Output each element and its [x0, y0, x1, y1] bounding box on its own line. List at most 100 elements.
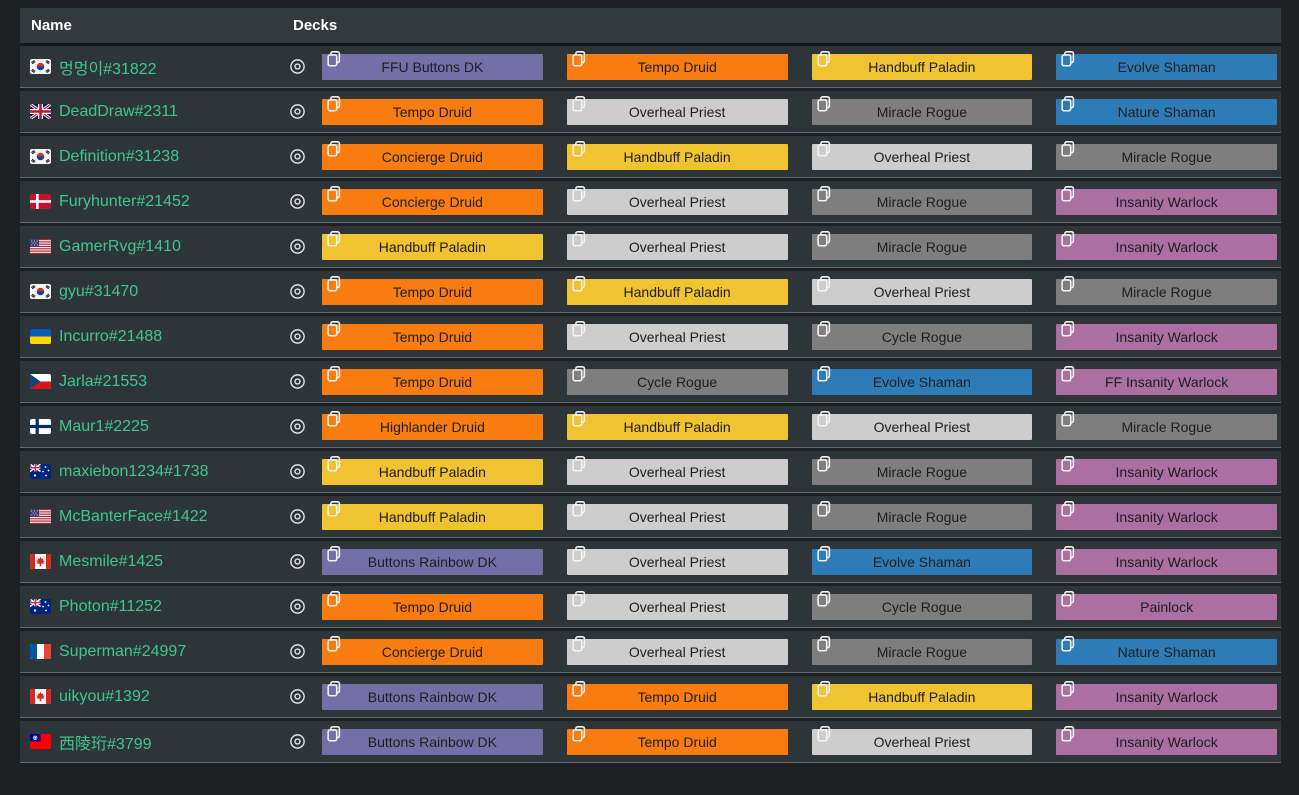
deck-button[interactable]: Highlander Druid	[322, 410, 543, 440]
eye-icon[interactable]	[289, 643, 306, 660]
deck-button[interactable]: Insanity Warlock	[1056, 680, 1277, 710]
copy-deck-icon[interactable]	[1059, 500, 1077, 518]
deck-button[interactable]: Miracle Rogue	[811, 500, 1033, 530]
eye-icon[interactable]	[289, 103, 306, 120]
player-name-link[interactable]: Photon#11252	[59, 597, 162, 615]
deck-button[interactable]: Miracle Rogue	[1056, 410, 1277, 440]
eye-icon[interactable]	[289, 463, 306, 480]
copy-deck-icon[interactable]	[815, 140, 833, 158]
copy-deck-icon[interactable]	[815, 500, 833, 518]
deck-button[interactable]: Overheal Priest	[566, 95, 788, 125]
player-name-link[interactable]: McBanterFace#1422	[59, 507, 208, 525]
copy-deck-icon[interactable]	[325, 95, 343, 113]
copy-deck-icon[interactable]	[570, 590, 588, 608]
copy-deck-icon[interactable]	[815, 95, 833, 113]
copy-deck-icon[interactable]	[815, 365, 833, 383]
deck-button[interactable]: Insanity Warlock	[1056, 320, 1277, 350]
deck-button[interactable]: Handbuff Paladin	[566, 410, 788, 440]
copy-deck-icon[interactable]	[815, 275, 833, 293]
deck-button[interactable]: Tempo Druid	[322, 275, 543, 305]
deck-button[interactable]: Tempo Druid	[322, 590, 543, 620]
deck-button[interactable]: Buttons Rainbow DK	[322, 545, 543, 575]
copy-deck-icon[interactable]	[570, 140, 588, 158]
deck-button[interactable]: Handbuff Paladin	[566, 275, 788, 305]
deck-button[interactable]: Tempo Druid	[566, 725, 788, 755]
copy-deck-icon[interactable]	[325, 410, 343, 428]
copy-deck-icon[interactable]	[1059, 635, 1077, 653]
eye-icon[interactable]	[289, 58, 306, 75]
deck-button[interactable]: Cycle Rogue	[811, 590, 1033, 620]
deck-button[interactable]: Handbuff Paladin	[566, 140, 788, 170]
copy-deck-icon[interactable]	[1059, 140, 1077, 158]
deck-button[interactable]: Handbuff Paladin	[811, 680, 1033, 710]
deck-button[interactable]: Overheal Priest	[811, 725, 1033, 755]
copy-deck-icon[interactable]	[815, 50, 833, 68]
deck-button[interactable]: FFU Buttons DK	[322, 50, 543, 80]
copy-deck-icon[interactable]	[570, 410, 588, 428]
eye-icon[interactable]	[289, 283, 306, 300]
copy-deck-icon[interactable]	[1059, 545, 1077, 563]
deck-button[interactable]: Miracle Rogue	[811, 185, 1033, 215]
deck-button[interactable]: Evolve Shaman	[811, 545, 1033, 575]
copy-deck-icon[interactable]	[570, 185, 588, 203]
deck-button[interactable]: Concierge Druid	[322, 635, 543, 665]
player-name-link[interactable]: 멍멍이#31822	[59, 60, 157, 78]
player-name-link[interactable]: 西陵珩#3799	[59, 735, 152, 753]
eye-icon[interactable]	[289, 238, 306, 255]
deck-button[interactable]: Overheal Priest	[811, 410, 1033, 440]
deck-button[interactable]: Concierge Druid	[322, 185, 543, 215]
deck-button[interactable]: Insanity Warlock	[1056, 500, 1277, 530]
eye-icon[interactable]	[289, 688, 306, 705]
deck-button[interactable]: Nature Shaman	[1056, 95, 1277, 125]
eye-icon[interactable]	[289, 418, 306, 435]
copy-deck-icon[interactable]	[325, 320, 343, 338]
deck-button[interactable]: Concierge Druid	[322, 140, 543, 170]
copy-deck-icon[interactable]	[815, 230, 833, 248]
deck-button[interactable]: FF Insanity Warlock	[1056, 365, 1277, 395]
copy-deck-icon[interactable]	[1059, 320, 1077, 338]
deck-button[interactable]: Tempo Druid	[322, 95, 543, 125]
deck-button[interactable]: Overheal Priest	[566, 545, 788, 575]
copy-deck-icon[interactable]	[325, 365, 343, 383]
copy-deck-icon[interactable]	[1059, 455, 1077, 473]
deck-button[interactable]: Overheal Priest	[566, 320, 788, 350]
player-name-link[interactable]: Mesmile#1425	[59, 552, 164, 570]
deck-button[interactable]: Miracle Rogue	[1056, 140, 1277, 170]
player-name-link[interactable]: GamerRvg#1410	[59, 237, 181, 255]
copy-deck-icon[interactable]	[570, 50, 588, 68]
deck-button[interactable]: Overheal Priest	[566, 590, 788, 620]
deck-button[interactable]: Overheal Priest	[566, 455, 788, 485]
copy-deck-icon[interactable]	[325, 680, 343, 698]
copy-deck-icon[interactable]	[1059, 680, 1077, 698]
eye-icon[interactable]	[289, 328, 306, 345]
copy-deck-icon[interactable]	[570, 275, 588, 293]
eye-icon[interactable]	[289, 373, 306, 390]
deck-button[interactable]: Cycle Rogue	[811, 320, 1033, 350]
eye-icon[interactable]	[289, 598, 306, 615]
deck-button[interactable]: Handbuff Paladin	[322, 455, 543, 485]
deck-button[interactable]: Tempo Druid	[566, 680, 788, 710]
deck-button[interactable]: Overheal Priest	[811, 275, 1033, 305]
player-name-link[interactable]: Furyhunter#21452	[59, 192, 190, 210]
copy-deck-icon[interactable]	[570, 95, 588, 113]
deck-button[interactable]: Miracle Rogue	[811, 230, 1033, 260]
deck-button[interactable]: Evolve Shaman	[1056, 50, 1277, 80]
deck-button[interactable]: Handbuff Paladin	[811, 50, 1033, 80]
copy-deck-icon[interactable]	[325, 140, 343, 158]
copy-deck-icon[interactable]	[1059, 50, 1077, 68]
copy-deck-icon[interactable]	[815, 545, 833, 563]
deck-button[interactable]: Overheal Priest	[566, 635, 788, 665]
copy-deck-icon[interactable]	[815, 410, 833, 428]
copy-deck-icon[interactable]	[325, 275, 343, 293]
copy-deck-icon[interactable]	[815, 320, 833, 338]
copy-deck-icon[interactable]	[570, 230, 588, 248]
deck-button[interactable]: Painlock	[1056, 590, 1277, 620]
player-name-link[interactable]: DeadDraw#2311	[59, 102, 178, 120]
copy-deck-icon[interactable]	[570, 680, 588, 698]
copy-deck-icon[interactable]	[815, 185, 833, 203]
deck-button[interactable]: Handbuff Paladin	[322, 230, 543, 260]
deck-button[interactable]: Miracle Rogue	[811, 455, 1033, 485]
copy-deck-icon[interactable]	[325, 230, 343, 248]
deck-button[interactable]: Overheal Priest	[566, 230, 788, 260]
deck-button[interactable]: Miracle Rogue	[811, 635, 1033, 665]
